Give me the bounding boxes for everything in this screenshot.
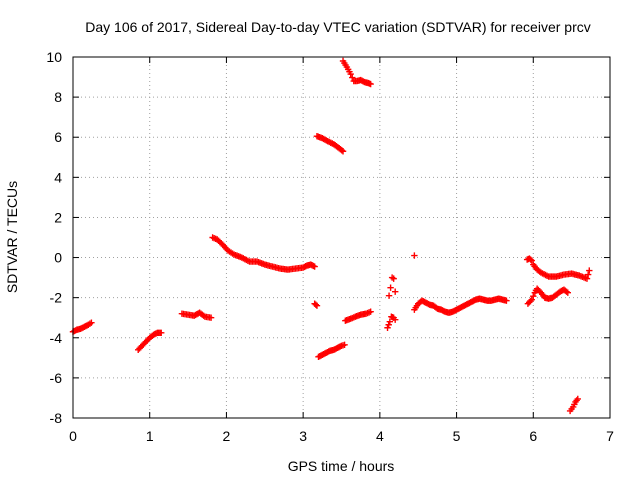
y-axis-label: SDTVAR / TECUs (4, 181, 20, 293)
data-point (530, 292, 537, 300)
y-tick-label: -6 (50, 370, 63, 386)
data-point (312, 301, 320, 308)
x-tick-label: 3 (299, 428, 307, 444)
y-tick-label: 8 (54, 89, 62, 105)
data-point (503, 297, 510, 304)
x-tick-labels: 0 1 2 3 4 5 6 7 (69, 428, 614, 444)
y-tick-label: 0 (54, 250, 62, 266)
data-point (564, 289, 572, 296)
data-point (390, 275, 397, 282)
data-point (392, 316, 399, 323)
y-tick-label: -8 (50, 410, 63, 426)
chart-title: Day 106 of 2017, Sidereal Day-to-day VTE… (85, 19, 591, 35)
data-point (200, 312, 207, 319)
y-tick-label: 4 (54, 169, 62, 185)
data-point (411, 252, 418, 259)
data-point (367, 308, 374, 315)
data-point (387, 284, 394, 291)
data-point (349, 74, 356, 81)
data-point (341, 341, 348, 348)
data-point (311, 263, 318, 270)
data-point (339, 148, 347, 155)
x-axis-label: GPS time / hours (288, 458, 395, 474)
data-point (88, 319, 95, 326)
y-tick-labels: -8 -6 -4 -2 0 2 4 6 8 10 (46, 49, 62, 426)
data-point (384, 324, 391, 331)
data-point (207, 314, 215, 321)
y-tick-label: 10 (46, 49, 62, 65)
data-point (527, 256, 534, 263)
data-point (388, 274, 396, 281)
x-tick-label: 0 (69, 428, 77, 444)
y-tick-label: -2 (50, 290, 63, 306)
y-tick-label: 2 (54, 209, 62, 225)
data-point (338, 147, 345, 154)
data-point (528, 296, 535, 303)
data-points (69, 57, 593, 415)
x-tick-label: 7 (606, 428, 614, 444)
y-tick-label: -4 (50, 330, 63, 346)
y-tick-label: 6 (54, 129, 62, 145)
x-tick-label: 6 (529, 428, 537, 444)
data-point (583, 275, 591, 282)
data-point (586, 267, 593, 274)
plot-frame (72, 56, 611, 419)
data-point (528, 257, 535, 264)
data-point (574, 395, 581, 403)
data-point (158, 329, 165, 336)
x-tick-label: 4 (376, 428, 384, 444)
x-tick-label: 1 (146, 428, 154, 444)
axis-ticks (72, 56, 611, 419)
x-tick-label: 5 (453, 428, 461, 444)
data-point (392, 288, 399, 295)
x-tick-label: 2 (223, 428, 231, 444)
data-point (385, 321, 392, 328)
data-point (313, 302, 321, 309)
data-point (367, 80, 374, 88)
data-point (527, 297, 534, 305)
data-point (563, 288, 570, 295)
grid-lines (73, 57, 610, 418)
data-point (584, 271, 592, 278)
data-point (385, 292, 393, 299)
data-point (386, 318, 394, 325)
data-point (347, 70, 354, 78)
